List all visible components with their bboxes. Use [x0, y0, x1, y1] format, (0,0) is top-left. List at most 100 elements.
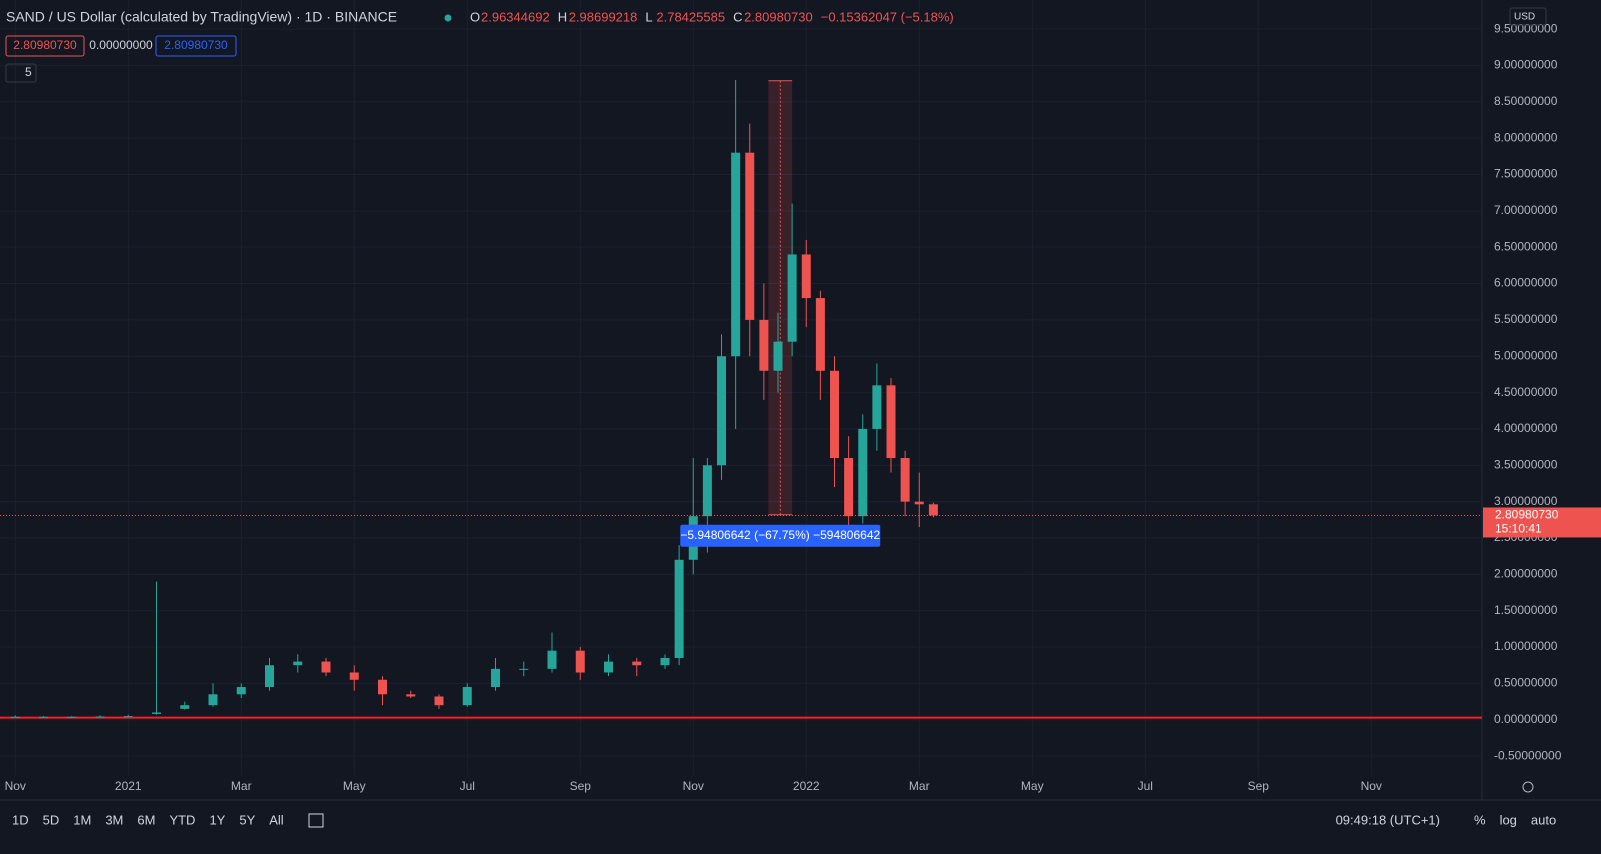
- range-button[interactable]: 5Y: [239, 812, 255, 827]
- range-button[interactable]: 1D: [12, 812, 29, 827]
- candle-body: [773, 341, 783, 371]
- status-dot: [444, 14, 452, 22]
- candle-body: [702, 465, 712, 517]
- y-tick-label: 8.50000000: [1494, 94, 1558, 108]
- candle-body: [123, 716, 133, 718]
- currency-button[interactable]: [1509, 7, 1547, 26]
- candle-body: [575, 650, 585, 673]
- ohlc-label: H: [558, 9, 567, 24]
- price-box-label: 0.00000000: [89, 38, 153, 52]
- x-tick-label: Nov: [1361, 779, 1382, 793]
- y-tick-label: 4.50000000: [1494, 385, 1558, 399]
- candle-body: [660, 657, 670, 666]
- candle-body: [406, 694, 416, 697]
- candle-body: [717, 356, 727, 466]
- range-button[interactable]: 1M: [73, 812, 91, 827]
- x-tick-label: 2022: [793, 779, 820, 793]
- candle-body: [547, 650, 557, 669]
- candle-body: [900, 458, 910, 502]
- range-button[interactable]: YTD: [169, 812, 195, 827]
- price-box-label: 2.80980730: [164, 38, 228, 52]
- x-tick-label: May: [1021, 779, 1044, 793]
- candle-body: [349, 672, 359, 680]
- x-tick-label: Nov: [5, 779, 26, 793]
- measure-label-box: [680, 524, 881, 547]
- y-tick-label: 6.00000000: [1494, 276, 1558, 290]
- candle-body: [872, 385, 882, 429]
- countdown: 15:10:41: [1495, 522, 1542, 536]
- ohlc-label: O: [470, 9, 480, 24]
- candle-body: [801, 254, 811, 299]
- ohlc-label: C: [733, 9, 742, 24]
- x-tick-label: Jul: [460, 779, 475, 793]
- last-price-box: [1483, 507, 1601, 538]
- y-tick-label: 9.50000000: [1494, 21, 1558, 35]
- y-tick-label: 4.00000000: [1494, 421, 1558, 435]
- range-button[interactable]: All: [269, 812, 284, 827]
- currency[interactable]: USD: [1514, 12, 1535, 23]
- y-tick-label: 2.00000000: [1494, 567, 1558, 581]
- candle-body: [378, 679, 388, 695]
- scale-option[interactable]: auto: [1531, 812, 1556, 827]
- y-tick-label: 9.00000000: [1494, 58, 1558, 72]
- x-tick-label: Jul: [1138, 779, 1153, 793]
- candle-body: [236, 687, 246, 695]
- y-tick-label: -0.50000000: [1494, 748, 1562, 762]
- y-tick-label: 0.00000000: [1494, 712, 1558, 726]
- candle-body: [858, 428, 868, 517]
- candle-body: [745, 152, 755, 320]
- clock: 09:49:18 (UTC+1): [1336, 812, 1440, 827]
- range-button[interactable]: 3M: [105, 812, 123, 827]
- symbol: SAND / US Dollar (calculated by TradingV…: [6, 9, 397, 25]
- y-tick-label: 7.50000000: [1494, 167, 1558, 181]
- price-box: [5, 35, 85, 57]
- y-tick-label: 5.50000000: [1494, 312, 1558, 326]
- candle-body: [293, 661, 303, 666]
- candle-body: [208, 694, 218, 706]
- candle-body: [914, 501, 924, 505]
- candle-body: [928, 504, 938, 516]
- candle-body: [180, 705, 190, 709]
- ohlc-value: 2.98699218: [569, 9, 638, 24]
- x-tick-label: Nov: [683, 779, 704, 793]
- candle-body: [604, 661, 614, 673]
- ohlc-label: L: [645, 9, 652, 24]
- calendar-icon[interactable]: [308, 813, 324, 828]
- x-tick-label: 2021: [115, 779, 142, 793]
- x-tick-label: Sep: [1248, 779, 1270, 793]
- candle-body: [519, 668, 529, 670]
- plot: −5.94806642 (−67.75%) −594806642: [0, 79, 1482, 719]
- settings-icon[interactable]: [1522, 781, 1534, 793]
- candle-body: [152, 712, 162, 714]
- candle-body: [759, 319, 769, 371]
- candle-body: [787, 254, 797, 342]
- scale-option[interactable]: %: [1474, 812, 1486, 827]
- candle-body: [434, 696, 444, 706]
- candle-body: [844, 458, 854, 517]
- range-button[interactable]: 5D: [43, 812, 60, 827]
- range-button[interactable]: 6M: [137, 812, 155, 827]
- ohlc-value: 2.78425585: [656, 9, 725, 24]
- y-tick-label: 8.00000000: [1494, 130, 1558, 144]
- price-box: [155, 35, 237, 57]
- candle-body: [491, 668, 501, 688]
- change: −0.15362047 (−5.18%): [821, 9, 954, 24]
- x-tick-label: Sep: [570, 779, 592, 793]
- candle-body: [67, 716, 77, 718]
- indicators-count[interactable]: 5: [25, 65, 32, 79]
- y-tick-label: 1.50000000: [1494, 603, 1558, 617]
- range-button[interactable]: 1Y: [209, 812, 225, 827]
- candle-body: [731, 152, 741, 357]
- y-tick-label: 5.00000000: [1494, 348, 1558, 362]
- ohlc-value: 2.80980730: [744, 9, 813, 24]
- ohlc-value: 2.96344692: [481, 9, 550, 24]
- price-box-label: 2.80980730: [13, 38, 77, 52]
- candle-body: [10, 716, 20, 718]
- price-box: [89, 35, 153, 57]
- indicators-button[interactable]: [5, 63, 37, 83]
- scale-option[interactable]: log: [1500, 812, 1517, 827]
- grid: [0, 0, 1482, 775]
